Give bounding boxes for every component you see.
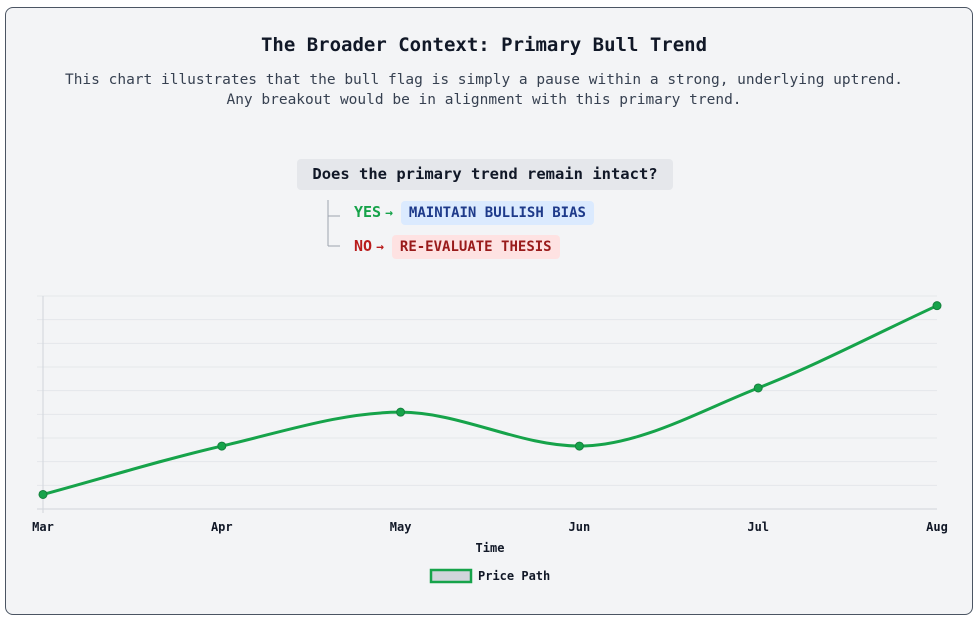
- x-tick-label: Mar: [32, 520, 54, 534]
- page-title: The Broader Context: Primary Bull Trend: [260, 34, 708, 56]
- series-line: [42, 304, 938, 496]
- data-point-mar[interactable]: [38, 489, 48, 499]
- x-tick-label: Aug: [926, 520, 948, 534]
- x-tick-label: Apr: [211, 520, 233, 534]
- legend: Price Path: [429, 568, 550, 584]
- decision-branch-yes: YES → MAINTAIN BULLISH BIAS: [354, 199, 594, 225]
- decision-tree-connector: [327, 200, 340, 247]
- page-subtitle: This chart illustrates that the bull fla…: [64, 72, 904, 108]
- x-tick-label: May: [390, 520, 412, 534]
- right-arrow-icon: →: [376, 240, 384, 255]
- x-tick-label: Jul: [747, 520, 769, 534]
- x-tick-labels: Mar Apr May Jun Jul Aug: [32, 520, 948, 534]
- data-point-aug[interactable]: [932, 301, 942, 311]
- decision-branch-no: NO → RE-EVALUATE THESIS: [354, 233, 560, 259]
- chart-grid: [37, 295, 937, 510]
- legend-label: Price Path: [478, 569, 550, 583]
- data-point-may[interactable]: [396, 407, 406, 417]
- no-outcome-badge: RE-EVALUATE THESIS: [391, 235, 560, 259]
- x-axis-title: Time: [476, 541, 505, 555]
- data-points: [38, 301, 942, 499]
- chart-card: [5, 7, 973, 615]
- data-point-jul[interactable]: [753, 383, 763, 393]
- no-label: NO: [354, 237, 373, 255]
- data-point-jun[interactable]: [574, 441, 584, 451]
- right-arrow-icon: →: [385, 206, 393, 221]
- legend-swatch[interactable]: [429, 568, 473, 584]
- yes-outcome-badge: MAINTAIN BULLISH BIAS: [400, 201, 594, 225]
- decision-question: Does the primary trend remain intact?: [297, 159, 673, 190]
- x-tick-label: Jun: [569, 520, 591, 534]
- yes-label: YES: [354, 203, 382, 221]
- data-point-apr[interactable]: [217, 441, 227, 451]
